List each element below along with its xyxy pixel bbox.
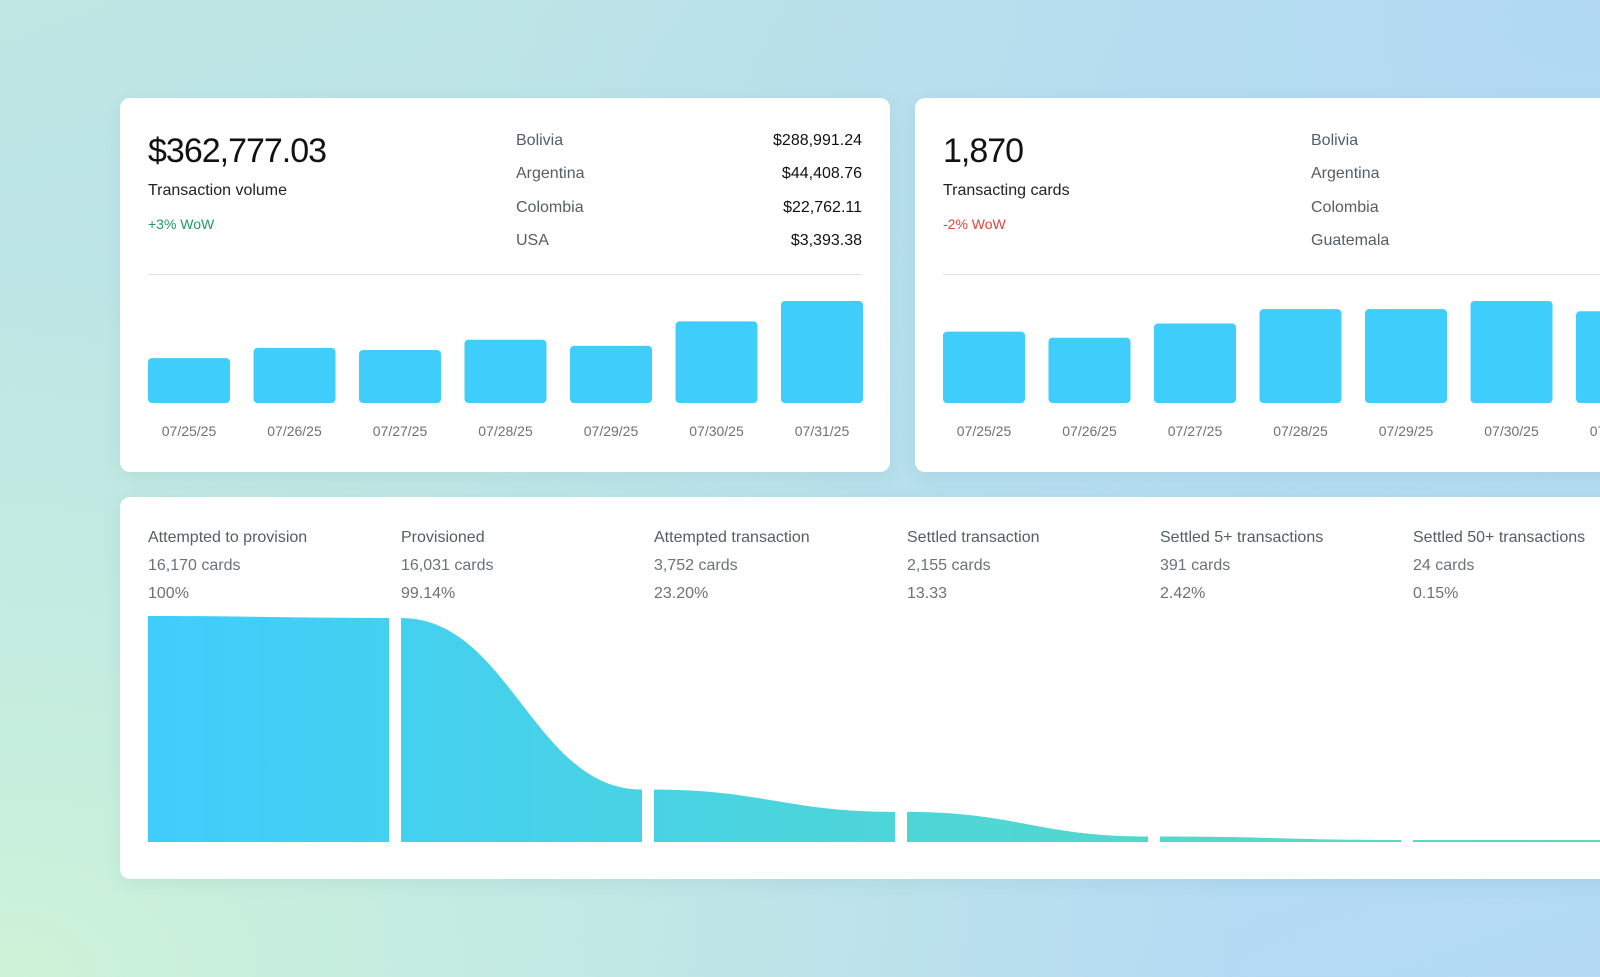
bar-label: 07/27/25 xyxy=(1168,423,1223,439)
card-funnel: Attempted to provision 16,170 cards 100%… xyxy=(120,497,1600,879)
breakdown-row: Argentina xyxy=(1311,158,1600,192)
stage-title: Settled transaction xyxy=(907,529,1040,546)
funnel-stage: Settled 5+ transactions 391 cards 2.42% xyxy=(1160,524,1410,608)
stage-title: Settled 50+ transactions xyxy=(1413,529,1586,546)
stage-cards: 16,031 cards xyxy=(401,557,494,574)
transacting-cards-label: Transacting cards xyxy=(943,182,1070,199)
stage-cards: 3,752 cards xyxy=(654,557,738,574)
country-name: Colombia xyxy=(1311,198,1379,216)
funnel-segment xyxy=(1413,840,1600,842)
divider xyxy=(148,274,862,275)
bar-label: 07/31/25 xyxy=(795,423,850,439)
funnel-chart xyxy=(148,616,1600,842)
country-breakdown: Bolivia Argentina Colombia Guatemala xyxy=(1311,124,1600,258)
bar-label: 07/26/25 xyxy=(267,423,322,439)
country-name: USA xyxy=(516,232,549,250)
funnel-segment xyxy=(401,617,642,842)
stage-title: Attempted transaction xyxy=(654,529,810,546)
country-name: Bolivia xyxy=(516,131,564,149)
bar-07/27/25 xyxy=(359,349,441,403)
bar-07/29/25 xyxy=(1365,309,1447,403)
transaction-volume-label: Transaction volume xyxy=(148,182,288,199)
country-value: $3,393.38 xyxy=(790,232,862,250)
stage-percent: 0.15% xyxy=(1413,585,1459,602)
bar-label: 07/30/25 xyxy=(689,423,744,439)
funnel-segment xyxy=(1160,836,1401,842)
bar-07/26/25 xyxy=(1048,337,1131,403)
transaction-volume-value: $362,777.03 xyxy=(148,132,327,170)
breakdown-row: Colombia $22,762.11 xyxy=(516,191,862,225)
stage-cards: 391 cards xyxy=(1160,557,1231,574)
funnel-stage: Attempted to provision 16,170 cards 100% xyxy=(148,524,398,608)
breakdown-row: Bolivia $288,991.24 xyxy=(516,124,862,158)
bar-07/26/25 xyxy=(253,347,336,403)
transacting-cards-wow: -2% WoW xyxy=(943,216,1006,232)
stage-percent: 2.42% xyxy=(1160,585,1206,602)
stage-cards: 24 cards xyxy=(1413,557,1475,574)
country-value: $288,991.24 xyxy=(773,131,862,149)
transaction-volume-wow: +3% WoW xyxy=(148,216,215,232)
bar-label: 07/25/25 xyxy=(162,423,217,439)
funnel-segment xyxy=(654,789,895,842)
country-name: Guatemala xyxy=(1311,232,1390,250)
bar-label: 07/29/25 xyxy=(584,423,639,439)
country-name: Colombia xyxy=(516,198,584,216)
bar-07/30/25 xyxy=(1470,301,1553,403)
country-value: $22,762.11 xyxy=(783,198,862,216)
transacting-cards-card: 1,870 Transacting cards -2% WoW Bolivia … xyxy=(915,98,1600,472)
country-value: $44,408.76 xyxy=(781,165,862,183)
stage-title: Provisioned xyxy=(401,529,485,546)
bar-07/30/25 xyxy=(675,321,758,403)
country-breakdown: Bolivia $288,991.24 Argentina $44,408.76… xyxy=(516,124,862,258)
stage-percent: 100% xyxy=(148,585,189,602)
stage-percent: 13.33 xyxy=(907,585,948,602)
funnel-segment xyxy=(907,811,1148,842)
bar-label: 07/28/25 xyxy=(478,423,533,439)
transaction-volume-card: $362,777.03 Transaction volume +3% WoW B… xyxy=(120,98,890,472)
bar-label: 07/28/25 xyxy=(1273,423,1328,439)
bar-chart-svg: 07/25/25 07/26/25 07/27/25 07/28/25 07/29/25… xyxy=(943,301,1600,439)
stage-cards: 2,155 cards xyxy=(907,557,991,574)
transacting-cards-value: 1,870 xyxy=(943,132,1024,170)
stage-title: Settled 5+ transactions xyxy=(1160,529,1324,546)
funnel-stage: Provisioned 16,031 cards 99.14% xyxy=(401,524,651,608)
stage-percent: 23.20% xyxy=(654,585,709,602)
bar-07/28/25 xyxy=(464,339,547,403)
breakdown-row: Bolivia xyxy=(1311,124,1600,158)
bar-07/31/25 xyxy=(1576,311,1600,403)
bar-07/29/25 xyxy=(570,345,652,403)
divider xyxy=(943,274,1600,275)
funnel-segment xyxy=(148,616,389,842)
bar-label: 07/26/25 xyxy=(1062,423,1117,439)
bar-07/27/25 xyxy=(1154,323,1236,403)
breakdown-row: Colombia xyxy=(1311,191,1600,225)
funnel-stage: Settled 50+ transactions 24 cards 0.15% xyxy=(1413,524,1600,608)
bar-label: 07/30/25 xyxy=(1484,423,1539,439)
country-name: Argentina xyxy=(1311,165,1380,183)
funnel-stage: Settled transaction 2,155 cards 13.33 xyxy=(907,524,1157,608)
bar-label: 07/27/25 xyxy=(373,423,428,439)
bar-label: 07/31/25 xyxy=(1590,423,1600,439)
bar-07/25/25 xyxy=(148,358,230,403)
breakdown-row: USA $3,393.38 xyxy=(516,225,862,259)
country-name: Argentina xyxy=(516,165,585,183)
bar-label: 07/29/25 xyxy=(1379,423,1434,439)
stage-percent: 99.14% xyxy=(401,585,456,602)
funnel-stage: Attempted transaction 3,752 cards 23.20% xyxy=(654,524,904,608)
bar-07/31/25 xyxy=(781,301,863,403)
breakdown-row: Argentina $44,408.76 xyxy=(516,158,862,192)
bar-07/25/25 xyxy=(943,331,1025,403)
bar-label: 07/25/25 xyxy=(957,423,1012,439)
breakdown-row: Guatemala xyxy=(1311,225,1600,259)
country-name: Bolivia xyxy=(1311,131,1359,149)
bar-07/28/25 xyxy=(1259,309,1342,403)
stage-title: Attempted to provision xyxy=(148,529,308,546)
bar-chart-svg: 07/25/25 07/26/25 07/27/25 07/28/25 07/29/25… xyxy=(148,301,863,439)
stage-cards: 16,170 cards xyxy=(148,557,241,574)
